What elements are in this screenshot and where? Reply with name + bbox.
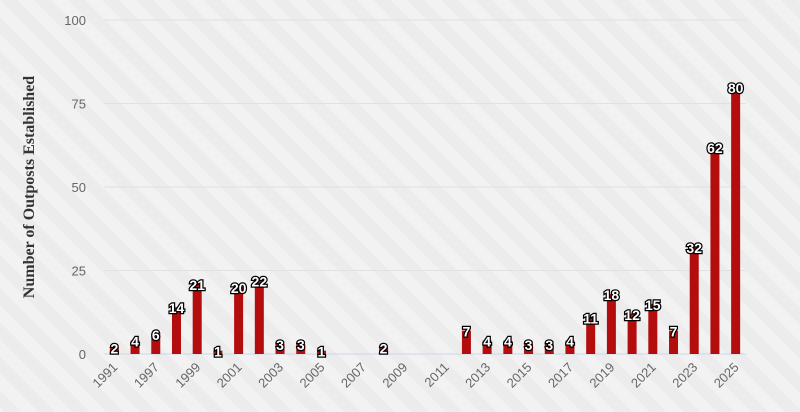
value-label: 4 (483, 334, 491, 350)
value-label: 6 (152, 327, 160, 343)
value-label: 2 (380, 340, 388, 356)
value-label: 4 (566, 334, 574, 350)
bar (151, 333, 161, 354)
y-tick-label: 100 (64, 13, 86, 28)
value-label: 7 (670, 324, 678, 340)
value-label: 22 (252, 274, 268, 290)
value-label: 3 (276, 337, 284, 353)
bar (689, 247, 699, 354)
bar (213, 350, 223, 354)
y-tick-label: 50 (72, 180, 86, 195)
value-label: 80 (728, 80, 744, 96)
bar (565, 340, 575, 354)
bar (503, 340, 513, 354)
bar (254, 280, 264, 354)
bar (544, 343, 554, 354)
bar (648, 303, 658, 354)
value-label: 4 (504, 334, 512, 350)
bar (731, 86, 741, 355)
bar (710, 146, 720, 354)
value-label: 3 (525, 337, 533, 353)
bar (461, 330, 471, 354)
value-label: 2 (110, 340, 118, 356)
value-label: 7 (463, 324, 471, 340)
bar (109, 347, 119, 354)
y-tick-label: 25 (72, 264, 86, 279)
y-tick-label: 75 (72, 97, 86, 112)
bar (606, 293, 616, 354)
bar (275, 343, 285, 354)
value-label: 11 (583, 310, 598, 326)
value-label: 4 (131, 334, 139, 350)
y-axis-title: Number of Outposts Established (21, 76, 38, 299)
value-label: 62 (707, 140, 723, 156)
bar (296, 343, 306, 354)
bar (379, 347, 389, 354)
bar (482, 340, 492, 354)
value-label: 12 (624, 307, 640, 323)
value-label: 20 (231, 280, 247, 296)
bar (669, 330, 679, 354)
value-label: 15 (645, 297, 661, 313)
value-label: 3 (297, 337, 305, 353)
value-label: 1 (318, 344, 326, 360)
value-label: 18 (604, 287, 620, 303)
y-tick-label: 0 (79, 347, 86, 362)
value-label: 14 (169, 300, 185, 316)
bar (130, 340, 140, 354)
bar (171, 307, 181, 354)
bar (627, 313, 637, 354)
bar (316, 350, 326, 354)
bar (524, 343, 534, 354)
value-label: 32 (686, 240, 702, 256)
value-label: 3 (545, 337, 553, 353)
bar (234, 287, 244, 354)
bar (586, 317, 596, 354)
value-label: 1 (214, 344, 222, 360)
value-label: 21 (189, 277, 205, 293)
bar (192, 283, 202, 354)
